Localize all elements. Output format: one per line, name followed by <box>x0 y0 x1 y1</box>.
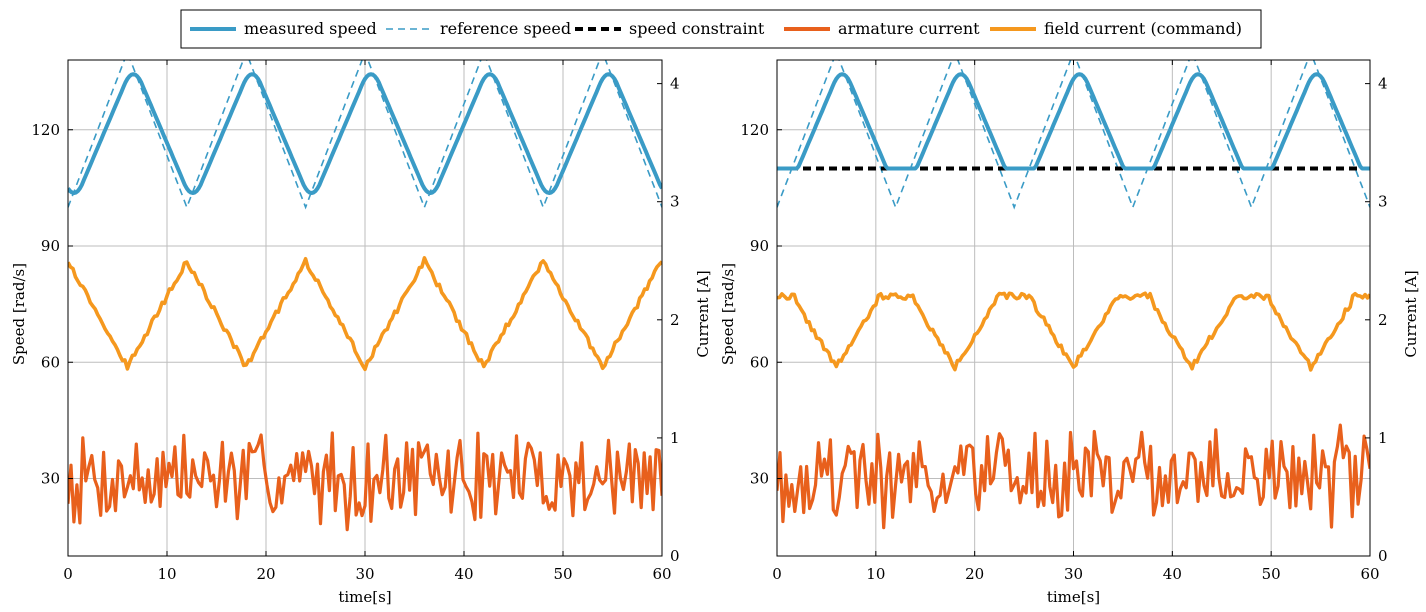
y-tick-label-1: 60 <box>750 353 769 371</box>
y-tick-label-3: 120 <box>740 121 769 139</box>
x-tick-label-3: 30 <box>355 565 374 583</box>
y2-tick-label-1: 1 <box>1378 429 1388 447</box>
armature-current-line <box>68 431 662 532</box>
y-tick-label-2: 90 <box>750 237 769 255</box>
x-tick-label-0: 0 <box>63 565 73 583</box>
y2-tick-label-4: 4 <box>1378 75 1388 93</box>
left-panel: 0 10 20 30 40 50 60 30 60 90 120 0 1 2 3 4 time[s] Speed … <box>10 59 712 606</box>
legend-box <box>180 9 1262 49</box>
x-tick-label-6: 60 <box>652 565 671 583</box>
measured-speed-line <box>777 72 1370 171</box>
right-panel: 0 10 20 30 40 50 60 30 60 90 120 0 1 2 3 4 time[s] Speed … <box>719 59 1420 606</box>
y2-tick-label-2: 2 <box>670 311 680 329</box>
x-axis-label: time[s] <box>338 588 391 606</box>
x-tick-label-5: 50 <box>1262 565 1281 583</box>
x-tick-label-5: 50 <box>553 565 572 583</box>
reference-speed-line <box>777 60 1370 210</box>
y-axis-label: Speed [rad/s] <box>10 263 28 365</box>
plot-area <box>777 60 1370 530</box>
y2-axis-label: Current [A] <box>694 270 712 357</box>
x-tick-label-6: 60 <box>1360 565 1379 583</box>
legend: measured speed reference speed speed const… <box>180 9 1262 49</box>
x-tick-label-2: 20 <box>965 565 984 583</box>
y-tick-label-0: 30 <box>41 470 60 488</box>
plot-area <box>68 60 662 532</box>
field-current-line <box>777 291 1370 372</box>
x-tick-label-2: 20 <box>256 565 275 583</box>
y-tick-label-3: 120 <box>31 121 60 139</box>
legend-label-3: armature current <box>838 19 980 38</box>
measured-speed-line <box>68 72 662 195</box>
y2-tick-label-3: 3 <box>1378 193 1388 211</box>
y2-tick-label-3: 3 <box>670 193 680 211</box>
x-tick-label-4: 40 <box>454 565 473 583</box>
y-axis-label: Speed [rad/s] <box>719 263 737 365</box>
legend-label-2: speed constraint <box>629 19 765 38</box>
legend-label-1: reference speed <box>440 19 571 38</box>
y2-tick-label-0: 0 <box>670 547 680 565</box>
y-tick-label-0: 30 <box>750 470 769 488</box>
x-tick-label-1: 10 <box>866 565 885 583</box>
x-tick-label-3: 30 <box>1064 565 1083 583</box>
x-tick-label-4: 40 <box>1163 565 1182 583</box>
legend-label-0: measured speed <box>244 19 377 38</box>
x-tick-label-0: 0 <box>772 565 782 583</box>
field-current-line <box>68 255 662 372</box>
y2-tick-label-1: 1 <box>670 429 680 447</box>
y-tick-label-1: 60 <box>41 353 60 371</box>
y2-tick-label-0: 0 <box>1378 547 1388 565</box>
legend-label-4: field current (command) <box>1044 19 1242 38</box>
x-tick-label-1: 10 <box>157 565 176 583</box>
y2-axis-label: Current [A] <box>1402 270 1420 357</box>
y-tick-label-2: 90 <box>41 237 60 255</box>
y2-tick-label-4: 4 <box>670 75 680 93</box>
y2-tick-label-2: 2 <box>1378 311 1388 329</box>
reference-speed-line <box>68 60 662 210</box>
x-axis-label: time[s] <box>1047 588 1100 606</box>
armature-current-line <box>777 423 1370 530</box>
